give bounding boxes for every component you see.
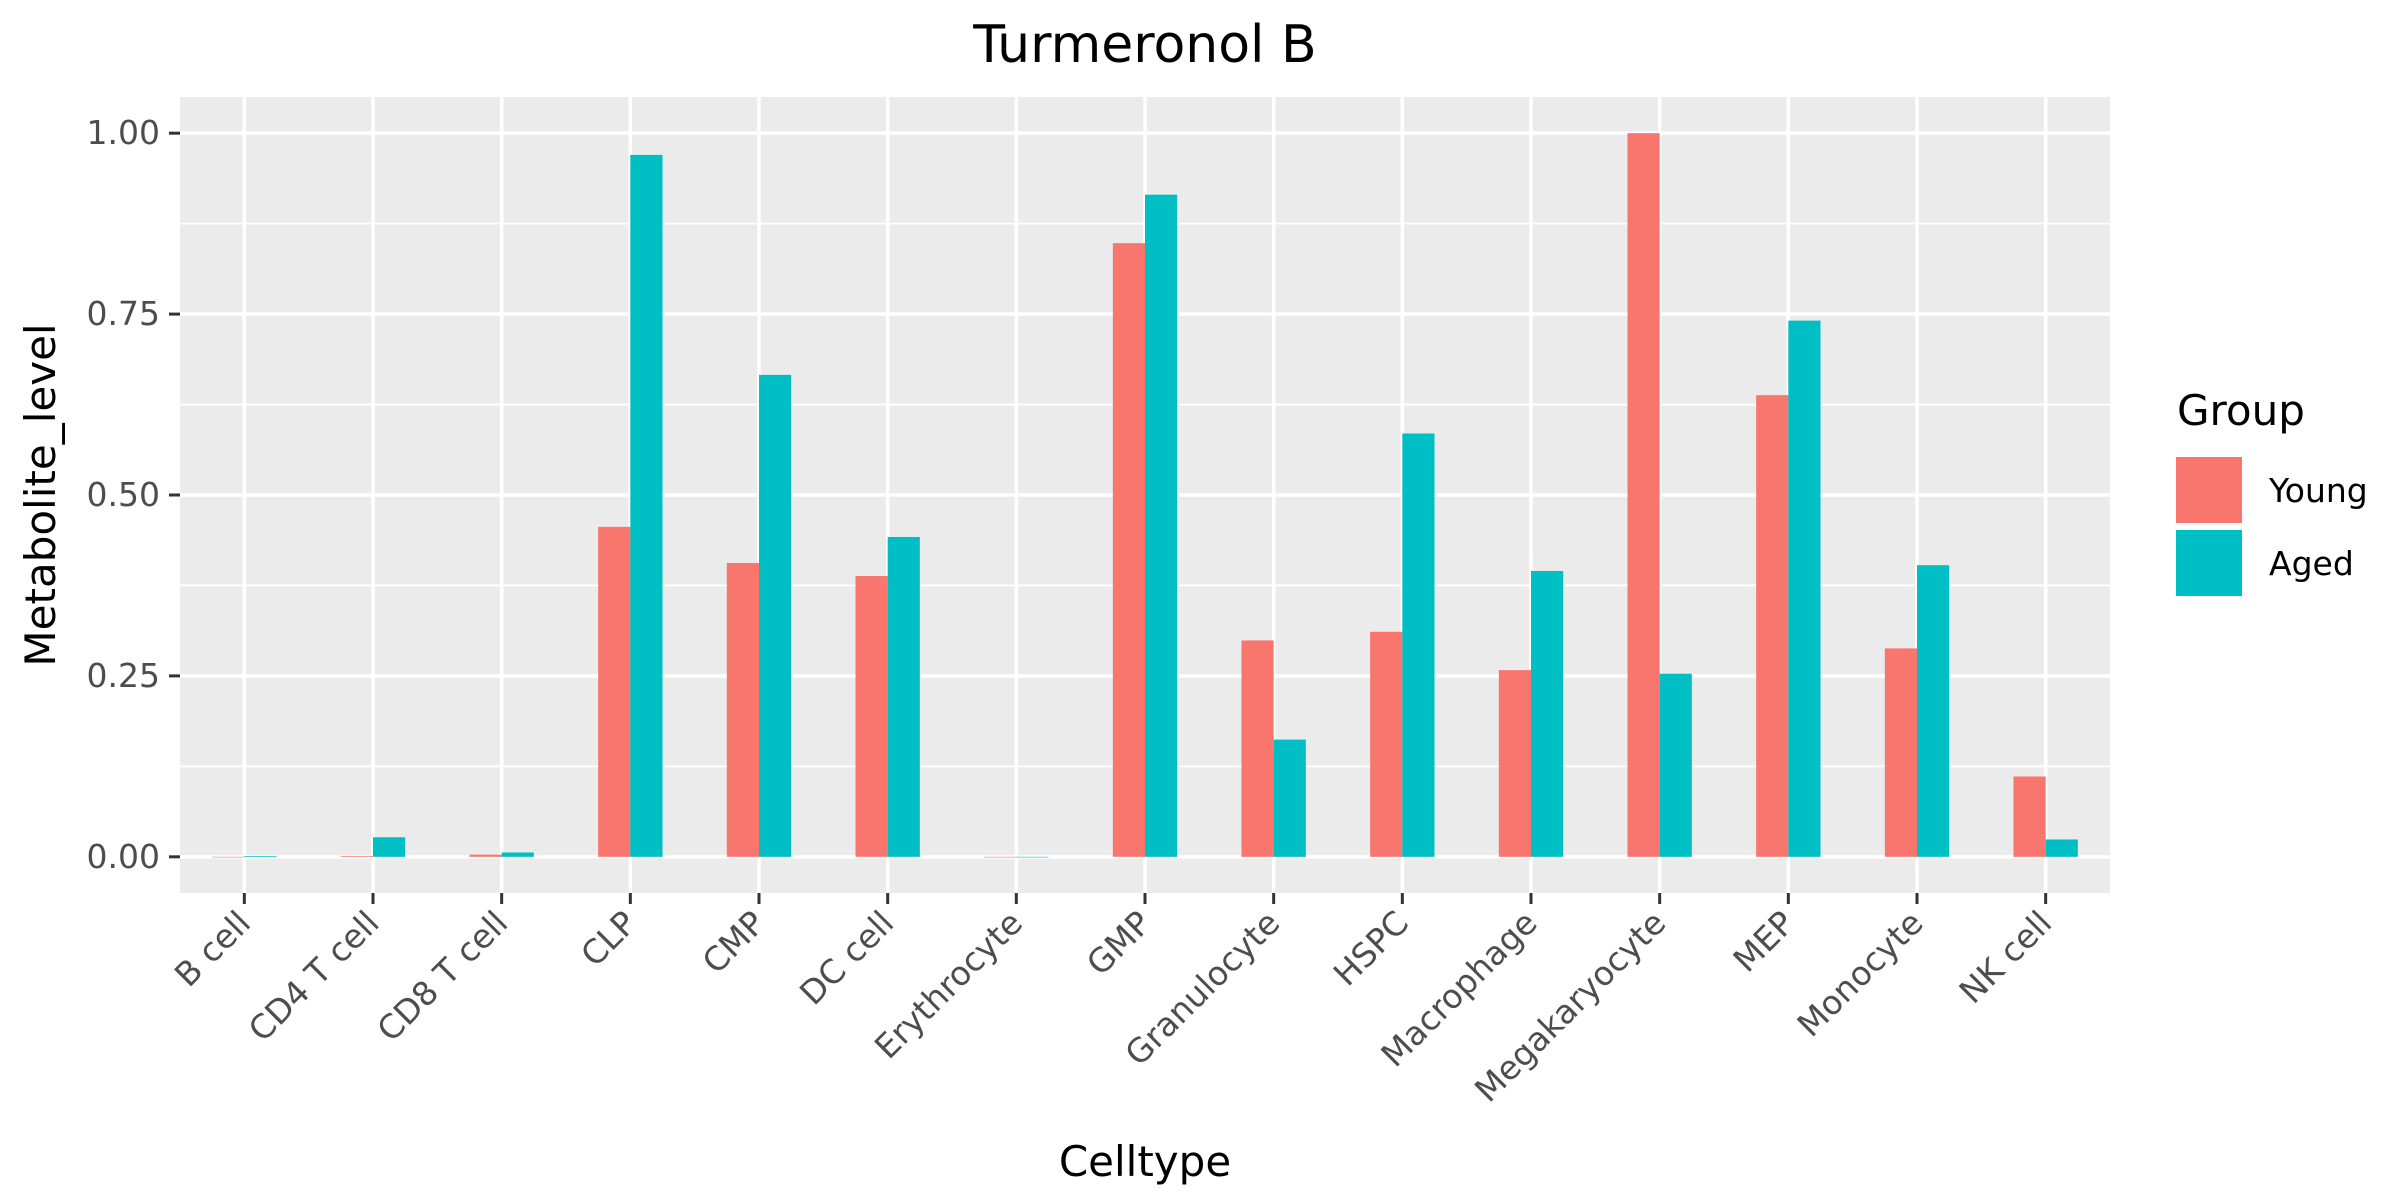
bar-young	[340, 856, 373, 857]
legend: Group Young Aged	[2176, 386, 2368, 596]
bar-aged	[887, 536, 920, 857]
bar-aged	[2045, 839, 2078, 857]
bar-aged	[759, 374, 792, 857]
bar-aged	[1402, 433, 1435, 857]
bar-young	[598, 526, 631, 857]
chart-title: Turmeronol B	[972, 15, 1316, 75]
bar-aged	[244, 856, 277, 857]
bar-aged	[1145, 194, 1178, 857]
legend-label-young: Young	[2268, 471, 2368, 510]
bar-young	[212, 856, 245, 858]
bar-aged	[630, 154, 663, 857]
bars-group	[212, 133, 2078, 858]
y-tick-label: 0.25	[87, 656, 160, 695]
bar-young	[1112, 243, 1145, 857]
y-tick-label: 0.50	[87, 475, 160, 514]
bar-aged	[1531, 570, 1564, 857]
bar-young	[1756, 395, 1789, 857]
legend-title: Group	[2177, 386, 2305, 435]
bar-aged	[1273, 739, 1306, 857]
bar-young	[726, 563, 759, 857]
bar-young	[469, 854, 502, 857]
bar-young	[984, 856, 1017, 858]
bar-young	[1370, 631, 1403, 857]
legend-key-young	[2176, 457, 2242, 523]
bar-aged	[1917, 565, 1950, 857]
y-tick-label: 0.00	[87, 837, 160, 876]
bar-aged	[1016, 856, 1049, 858]
legend-key-aged	[2176, 530, 2242, 596]
bar-aged	[1659, 673, 1692, 857]
bar-aged	[501, 852, 534, 857]
bar-aged	[1788, 320, 1821, 857]
y-axis: 0.00 0.25 0.50 0.75 1.00	[87, 113, 180, 876]
bar-young	[1884, 648, 1917, 857]
x-axis-title: Celltype	[1059, 1137, 1231, 1186]
y-tick-label: 0.75	[87, 294, 160, 333]
bar-aged	[373, 837, 406, 857]
bar-young	[1627, 133, 1660, 857]
bar-young	[1498, 670, 1531, 857]
bar-young	[2013, 776, 2046, 857]
legend-label-aged: Aged	[2269, 544, 2354, 583]
y-axis-title: Metabolite_level	[16, 323, 65, 666]
y-tick-label: 1.00	[87, 113, 160, 152]
bar-young	[1241, 640, 1274, 857]
bar-young	[855, 576, 888, 857]
